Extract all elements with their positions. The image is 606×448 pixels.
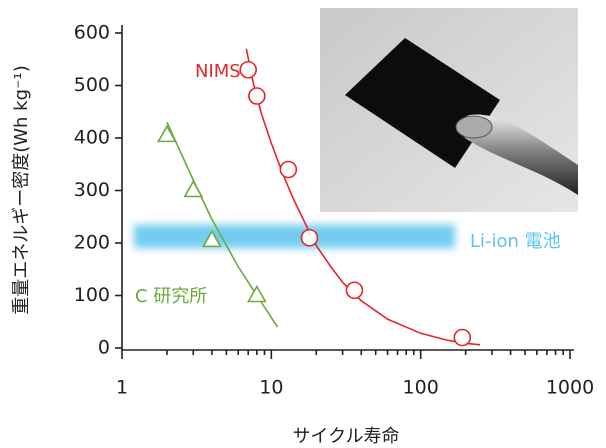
y-axis-label: 重量エネルギー密度(Wh kg⁻¹) — [11, 65, 32, 315]
y-tick-label: 500 — [74, 74, 110, 96]
y-tick-label: 300 — [74, 179, 110, 201]
x-axis-label: サイクル寿命 — [292, 426, 399, 447]
point — [454, 330, 470, 346]
point — [240, 62, 256, 78]
reference-band — [134, 225, 455, 249]
x-tick-label: 1 — [116, 377, 128, 399]
y-tick-label: 0 — [98, 337, 110, 359]
x-tick-label: 10 — [259, 377, 283, 399]
x-tick-label: 1000 — [546, 377, 594, 399]
point — [280, 162, 296, 178]
x-tick-label: 100 — [403, 377, 439, 399]
series-label: C 研究所 — [135, 286, 207, 307]
point — [346, 282, 362, 298]
point — [301, 230, 317, 246]
y-tick-label: 600 — [74, 22, 110, 44]
point — [249, 88, 265, 104]
point — [185, 182, 202, 197]
band-label: Li-ion 電池 — [470, 231, 561, 252]
chart: 重量エネルギー密度(Wh kg⁻¹) サイクル寿命 Li-ion 電池 0 100 2… — [0, 0, 606, 448]
y-tick-label: 100 — [74, 284, 110, 306]
series-label: NIMS — [195, 61, 241, 82]
photo-inset — [320, 8, 578, 212]
y-tick-label: 400 — [74, 127, 110, 149]
point — [248, 287, 265, 302]
y-tick-label: 200 — [74, 232, 110, 254]
